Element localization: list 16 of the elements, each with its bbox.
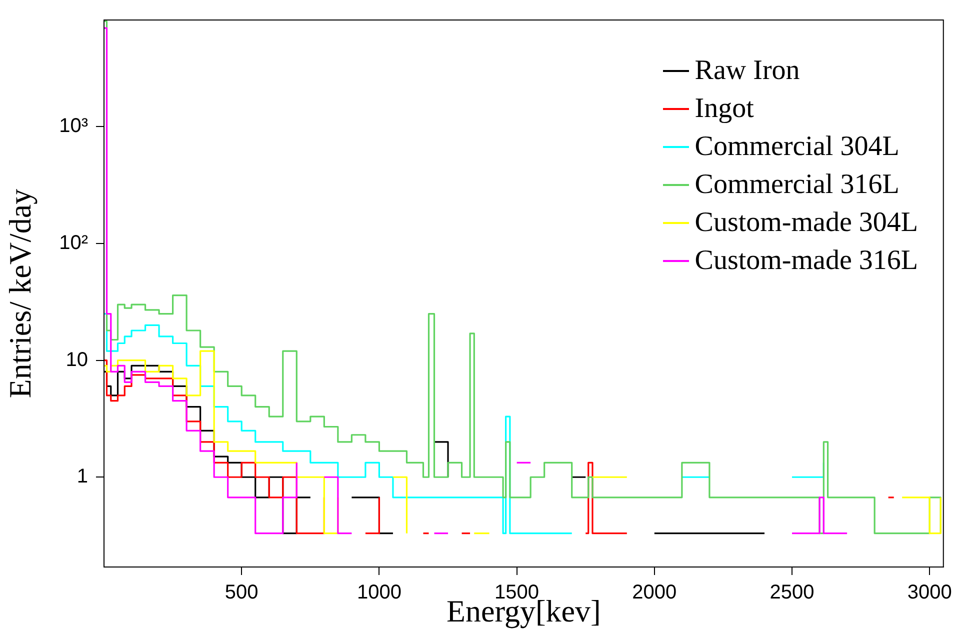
- legend-label: Raw Iron: [694, 55, 800, 87]
- x-tick-label: 2000: [632, 582, 677, 604]
- x-tick-label: 1000: [356, 582, 402, 604]
- legend-label: Ingot: [694, 93, 754, 125]
- legend-label: Custom-made 304L: [694, 207, 918, 239]
- y-tick-label: 10: [66, 348, 88, 371]
- y-tick-label: 1: [76, 466, 88, 488]
- x-tick-label: 3000: [907, 582, 952, 604]
- y-tick-label: 10²: [59, 232, 88, 254]
- x-tick-label: 500: [224, 582, 258, 604]
- legend-label: Commercial 316L: [694, 169, 900, 201]
- legend-label: Commercial 304L: [694, 131, 900, 163]
- y-axis-title: Entries/ keV/day: [2, 188, 38, 398]
- legend-label: Custom-made 316L: [694, 245, 918, 277]
- y-tick-label: 10³: [59, 115, 88, 138]
- x-tick-label: 2500: [770, 582, 814, 604]
